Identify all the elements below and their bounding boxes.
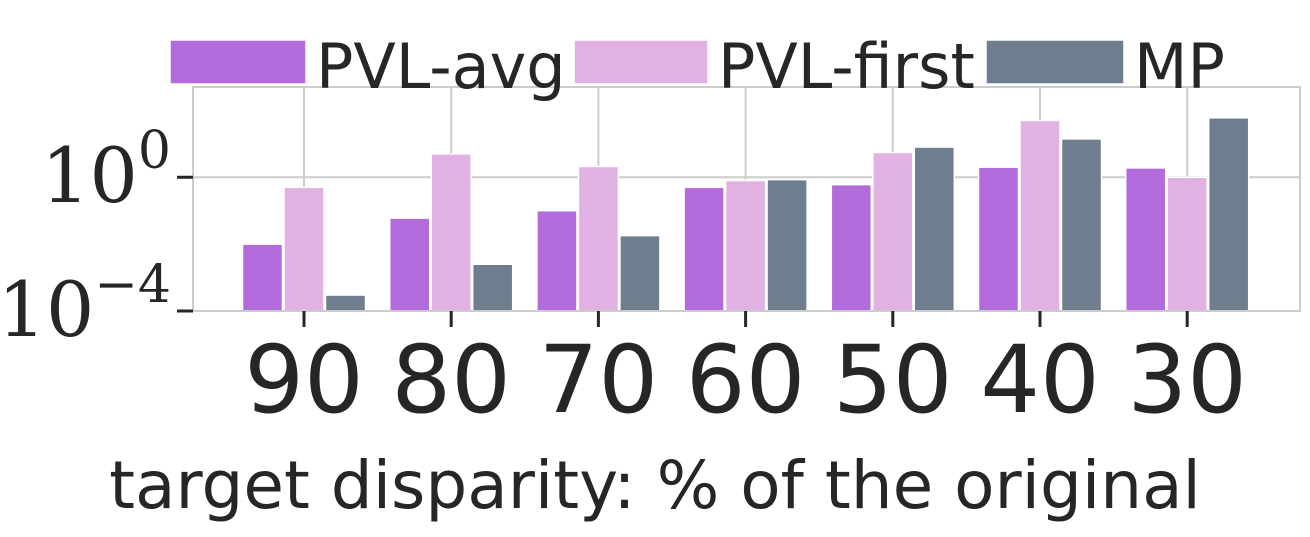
- bar-pvl-avg: [388, 217, 431, 312]
- bar-mp: [471, 263, 514, 312]
- bar-pvl-avg: [241, 243, 284, 312]
- bar-pvl-avg: [683, 186, 725, 312]
- legend: PVL-avg PVL-first MP: [169, 30, 1225, 103]
- x-axis-label: target disparity: % of the original: [109, 447, 1201, 524]
- bars: [241, 117, 1250, 312]
- legend-swatch: [169, 39, 307, 85]
- bar-pvl-avg: [536, 209, 578, 312]
- bar-mp: [1060, 138, 1103, 312]
- x-tick-label: 50: [833, 326, 953, 435]
- bar-pvl-avg: [830, 183, 873, 312]
- bar-pvl-first: [283, 186, 325, 312]
- bar-pvl-first: [872, 151, 914, 312]
- bar-pvl-avg: [1124, 167, 1167, 312]
- legend-swatch: [573, 39, 709, 85]
- x-tick-label: 40: [980, 326, 1100, 435]
- bar-pvl-avg: [977, 166, 1020, 312]
- ticks: 90 80 70 60 50 40 30 100 10−4: [0, 121, 1247, 435]
- bar-mp: [619, 234, 661, 312]
- bar-mp: [324, 294, 367, 312]
- bar-pvl-first: [724, 179, 767, 312]
- x-tick-label: 90: [244, 326, 364, 435]
- legend-label: PVL-avg: [316, 30, 566, 103]
- bar-mp: [1207, 117, 1250, 312]
- bar-pvl-first: [430, 153, 472, 312]
- legend-label: PVL-first: [718, 30, 975, 103]
- bar-pvl-first: [1019, 119, 1061, 312]
- x-tick-label: 80: [391, 326, 511, 435]
- legend-swatch: [985, 39, 1125, 85]
- x-tick-label: 30: [1127, 326, 1247, 435]
- y-tick-label: 10−4: [0, 255, 171, 354]
- bar-mp: [766, 178, 808, 312]
- legend-label: MP: [1134, 30, 1225, 103]
- bar-pvl-first: [1166, 176, 1208, 312]
- bar-mp: [913, 146, 956, 312]
- x-tick-label: 70: [539, 326, 659, 435]
- y-tick-label: 100: [41, 121, 171, 220]
- x-tick-label: 60: [686, 326, 806, 435]
- bar-pvl-first: [577, 165, 620, 312]
